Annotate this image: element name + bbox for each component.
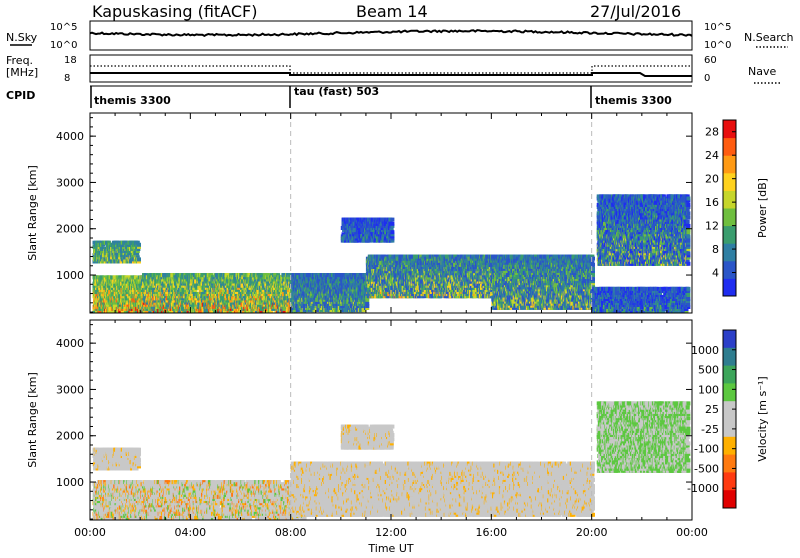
power-cell: [365, 302, 369, 306]
freq-tick-top: 18: [64, 55, 77, 66]
freq-label-2: [MHz]: [6, 66, 38, 79]
cpid-segment-2: tau (fast) 503: [294, 85, 379, 98]
nave-tick-top: 60: [704, 55, 717, 66]
beam-title: Beam 14: [356, 2, 428, 21]
nave-tick-bottom: 0: [704, 73, 710, 84]
power-cell: [137, 243, 141, 247]
freq-panel: [90, 55, 692, 82]
nsky-tick-top: 10^5: [50, 22, 77, 33]
nsky-trace: [90, 30, 692, 36]
nsearch-label: N.Search: [744, 31, 794, 44]
station-title: Kapuskasing (fitACF): [92, 2, 257, 21]
power-cell: [137, 257, 141, 261]
nsearch-tick-top: 10^5: [704, 22, 731, 33]
power-data-cells: [93, 194, 691, 313]
nsky-label: N.Sky: [6, 31, 38, 44]
nsky-tick-bottom: 10^0: [50, 40, 77, 51]
nsearch-tick-bottom: 10^0: [704, 40, 731, 51]
cpid-label: CPID: [6, 89, 35, 102]
freq-tick-bottom: 8: [64, 73, 70, 84]
nave-label: Nave: [748, 65, 776, 78]
date-title: 27/Jul/2016: [590, 2, 681, 21]
nave-trace: [90, 66, 692, 73]
cpid-segment-1: themis 3300: [94, 94, 171, 107]
cpid-segment-3: themis 3300: [595, 94, 672, 107]
